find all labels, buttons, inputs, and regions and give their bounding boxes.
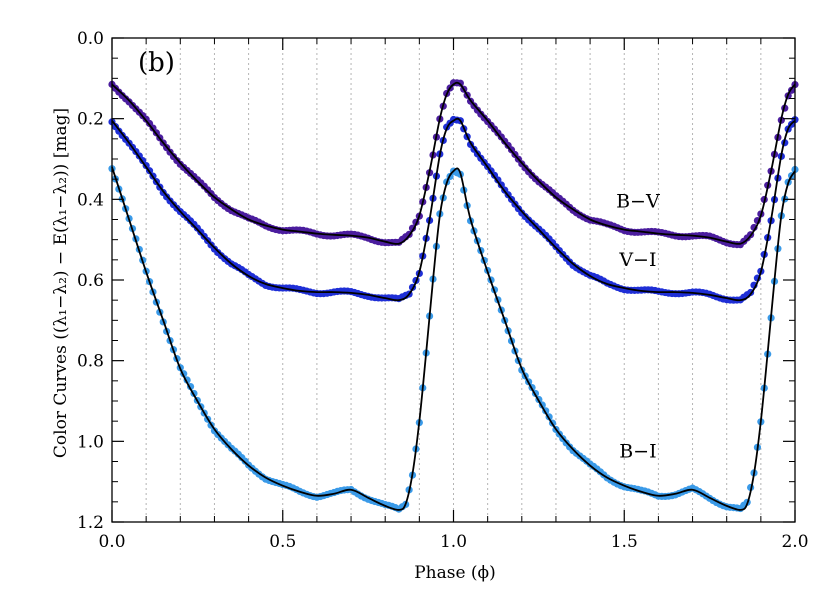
panel-label: (b) [138, 48, 175, 78]
x-tick-label: 1.5 [611, 532, 638, 552]
model-curve-v-i [111, 117, 796, 302]
series-label-v-i: V−I [618, 249, 656, 271]
x-axis-title: Phase (ϕ) [414, 563, 496, 583]
y-tick-label: 0.0 [77, 29, 104, 49]
model-curve-b-i [111, 166, 796, 511]
x-tick-label: 2.0 [781, 532, 808, 552]
series-label-b-i: B−I [619, 440, 656, 462]
x-tick-label: 1.0 [440, 532, 467, 552]
series-label-b-v: B−V [616, 190, 660, 212]
series-labels-layer: B−V V−I B−I [616, 190, 660, 462]
y-tick-label: 0.6 [77, 271, 104, 291]
y-axis-title: Color Curves ((λ₁−λ₂) − E(λ₁−λ₂)) [mag] [51, 108, 71, 458]
model-curves-layer [111, 81, 796, 511]
axes-layer: 0.0 0.5 1.0 1.5 2.0 0.0 0.2 0.4 0.6 0.8 1.0 1.2 [77, 29, 809, 552]
x-tick-label: 0.5 [269, 532, 296, 552]
y-tick-label: 0.4 [77, 190, 104, 210]
model-curve-b-v [111, 81, 796, 245]
grid-layer [145, 38, 762, 522]
y-tick-label: 0.8 [77, 352, 104, 372]
y-tick-label: 0.2 [77, 110, 104, 130]
y-tick-label: 1.2 [77, 513, 104, 533]
x-tick-label: 0.0 [98, 532, 125, 552]
y-tick-label: 1.0 [77, 432, 104, 452]
